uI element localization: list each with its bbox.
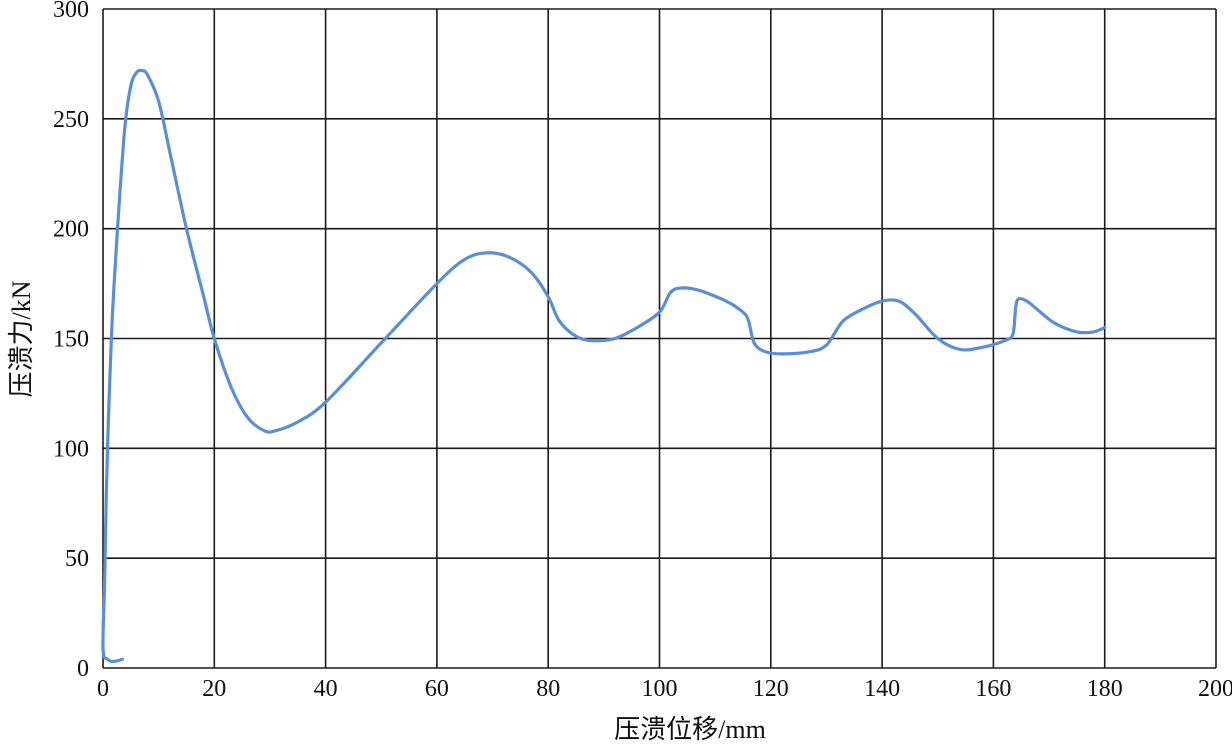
y-tick-label: 0 bbox=[77, 656, 89, 682]
x-tick-label: 20 bbox=[202, 676, 226, 702]
series-line bbox=[101, 68, 1107, 664]
y-tick-label: 100 bbox=[53, 436, 89, 462]
y-tick-label: 300 bbox=[53, 0, 89, 23]
x-tick-label: 100 bbox=[642, 676, 678, 702]
x-axis-label: 压溃位移/mm bbox=[614, 715, 766, 744]
tick-labels: 0 20 40 60 80 100 120 140 160 180 200 0 50 100 150 200 2… bbox=[53, 0, 1232, 702]
x-tick-label: 80 bbox=[536, 676, 560, 702]
y-axis-label: 压溃力/kN bbox=[7, 280, 36, 397]
x-tick-label: 180 bbox=[1087, 676, 1123, 702]
x-tick-label: 40 bbox=[314, 676, 338, 702]
x-tick-label: 200 bbox=[1198, 676, 1232, 702]
x-tick-label: 160 bbox=[975, 676, 1011, 702]
x-tick-label: 120 bbox=[753, 676, 789, 702]
y-tick-label: 200 bbox=[53, 217, 89, 243]
x-tick-label: 0 bbox=[97, 676, 109, 702]
y-tick-label: 250 bbox=[53, 107, 89, 133]
x-tick-label: 60 bbox=[425, 676, 449, 702]
y-tick-label: 150 bbox=[53, 327, 89, 353]
grid bbox=[102, 8, 1217, 669]
x-tick-label: 140 bbox=[864, 676, 900, 702]
y-tick-label: 50 bbox=[65, 546, 89, 572]
